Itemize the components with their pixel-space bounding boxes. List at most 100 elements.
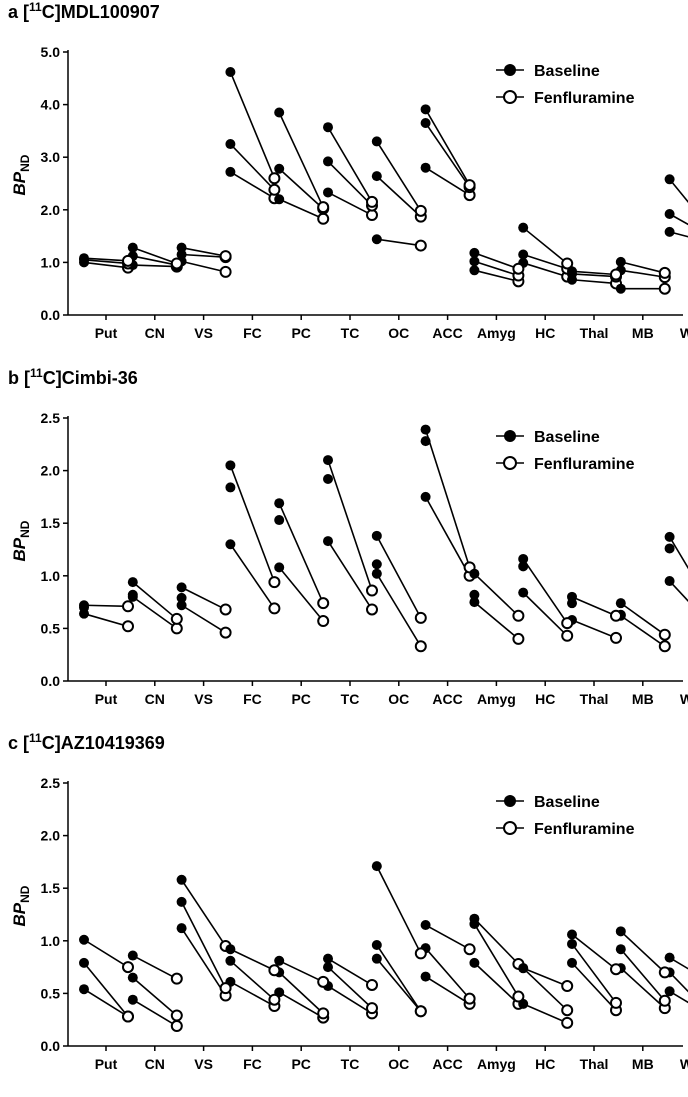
paired-line xyxy=(669,956,688,970)
legend-label: Baseline xyxy=(534,429,600,446)
baseline-point xyxy=(518,963,529,974)
x-tick-label: Put xyxy=(95,691,118,707)
paired-line xyxy=(181,260,226,273)
baseline-point xyxy=(127,589,138,600)
paired-line xyxy=(669,990,688,1004)
paired-line xyxy=(327,160,373,207)
paired-line xyxy=(571,270,617,276)
legend-baseline-marker xyxy=(504,64,516,76)
baseline-point xyxy=(420,424,431,435)
chart-a: 0.0 1.0 2.0 3.0 4.0 5.0 BPND Put CN VS FC PC TC OC ACC… xyxy=(10,44,688,341)
baseline-point xyxy=(323,953,333,964)
paired-line xyxy=(425,924,470,950)
paired-line xyxy=(571,933,617,970)
paired-line xyxy=(473,601,519,640)
paired-line xyxy=(132,264,177,268)
y-tick-label: 5.0 xyxy=(41,44,61,60)
paired-line xyxy=(669,971,688,993)
baseline-point xyxy=(664,209,675,220)
y-tick-label: 1.0 xyxy=(41,933,61,949)
baseline-point xyxy=(664,226,675,237)
paired-line xyxy=(229,960,275,1001)
fenfluramine-point xyxy=(561,1004,574,1017)
fenfluramine-point xyxy=(610,609,622,622)
baseline-point xyxy=(176,600,187,611)
x-tick-label: OC xyxy=(388,1056,409,1072)
fenfluramine-point xyxy=(658,966,671,979)
fenfluramine-point xyxy=(366,1002,378,1015)
fenfluramine-point xyxy=(317,975,330,988)
chart-b: 0.0 0.5 1.0 1.5 2.0 2.5 BPND Put CN VS FC PC TC OC ACC… xyxy=(10,410,688,707)
paired-line xyxy=(132,581,178,620)
baseline-point xyxy=(664,543,675,554)
paired-line xyxy=(668,536,688,570)
panel-letter: a xyxy=(8,2,19,22)
baseline-point xyxy=(615,283,626,294)
paired-line xyxy=(132,596,178,630)
x-tick-label: Put xyxy=(95,1056,118,1072)
x-tick-label: TC xyxy=(341,691,360,707)
baseline-point xyxy=(469,597,480,608)
x-tick-label: CN xyxy=(145,691,165,707)
paired-line xyxy=(620,948,666,1002)
baseline-point xyxy=(420,162,431,173)
x-tick-label: HC xyxy=(535,691,555,707)
baseline-point xyxy=(274,515,285,526)
paired-line xyxy=(83,939,129,968)
paired-line xyxy=(132,246,178,265)
baseline-point xyxy=(518,222,529,233)
paired-line xyxy=(278,502,324,604)
baseline-point xyxy=(469,589,480,600)
panel-title: a [11C]MDL100907 xyxy=(8,0,160,23)
fenfluramine-point xyxy=(610,268,622,281)
x-tick-label: HC xyxy=(535,325,555,341)
fenfluramine-point xyxy=(219,626,232,639)
fenfluramine-point xyxy=(317,212,330,225)
fenfluramine-point xyxy=(414,947,427,960)
x-tick-label: OC xyxy=(388,325,409,341)
paired-line xyxy=(522,558,568,624)
baseline-point xyxy=(615,256,626,267)
paired-line xyxy=(571,278,617,285)
paired-line xyxy=(571,596,617,617)
baseline-point xyxy=(469,913,480,924)
x-tick-label: TC xyxy=(341,325,360,341)
paired-line xyxy=(473,573,519,617)
fenfluramine-point xyxy=(414,611,427,624)
tracer-isotope: 11 xyxy=(30,366,43,380)
baseline-point xyxy=(371,136,382,147)
paired-line xyxy=(181,604,227,634)
paired-line xyxy=(620,615,666,647)
x-tick-label: OC xyxy=(388,691,409,707)
fenfluramine-point xyxy=(122,1010,134,1023)
legend-label: Fenfluramine xyxy=(534,821,635,838)
fenfluramine-point xyxy=(414,1005,427,1018)
y-axis-label-main: BP xyxy=(10,902,29,926)
baseline-point xyxy=(469,247,480,258)
baseline-point xyxy=(469,265,480,276)
paired-line xyxy=(83,604,129,608)
x-tick-label: PC xyxy=(291,1056,310,1072)
paired-line xyxy=(376,958,422,1012)
x-tick-label: WB xyxy=(680,325,688,341)
fenfluramine-point xyxy=(268,172,281,185)
paired-line xyxy=(181,246,226,257)
x-tick-label: Amyg xyxy=(477,691,516,707)
paired-line xyxy=(620,602,666,636)
baseline-point xyxy=(79,984,89,995)
paired-line xyxy=(229,71,276,179)
paired-line xyxy=(132,977,178,1017)
tracer-name: MDL100907 xyxy=(60,2,160,22)
paired-line xyxy=(473,962,519,1005)
y-axis-label: BPND xyxy=(10,885,32,926)
paired-line xyxy=(327,126,373,203)
paired-line xyxy=(278,198,324,220)
y-tick-label: 1.0 xyxy=(41,254,61,270)
fenfluramine-point xyxy=(268,964,281,977)
paired-line xyxy=(83,612,129,628)
paired-line xyxy=(669,213,688,226)
paired-line xyxy=(180,879,227,947)
paired-line xyxy=(424,429,471,568)
panel-c: c [11C]AZ10419369 0.0 0.5 1.0 1.5 2.0 2.5 BPND… xyxy=(0,731,688,1097)
y-axis-label-main: BP xyxy=(10,171,29,195)
